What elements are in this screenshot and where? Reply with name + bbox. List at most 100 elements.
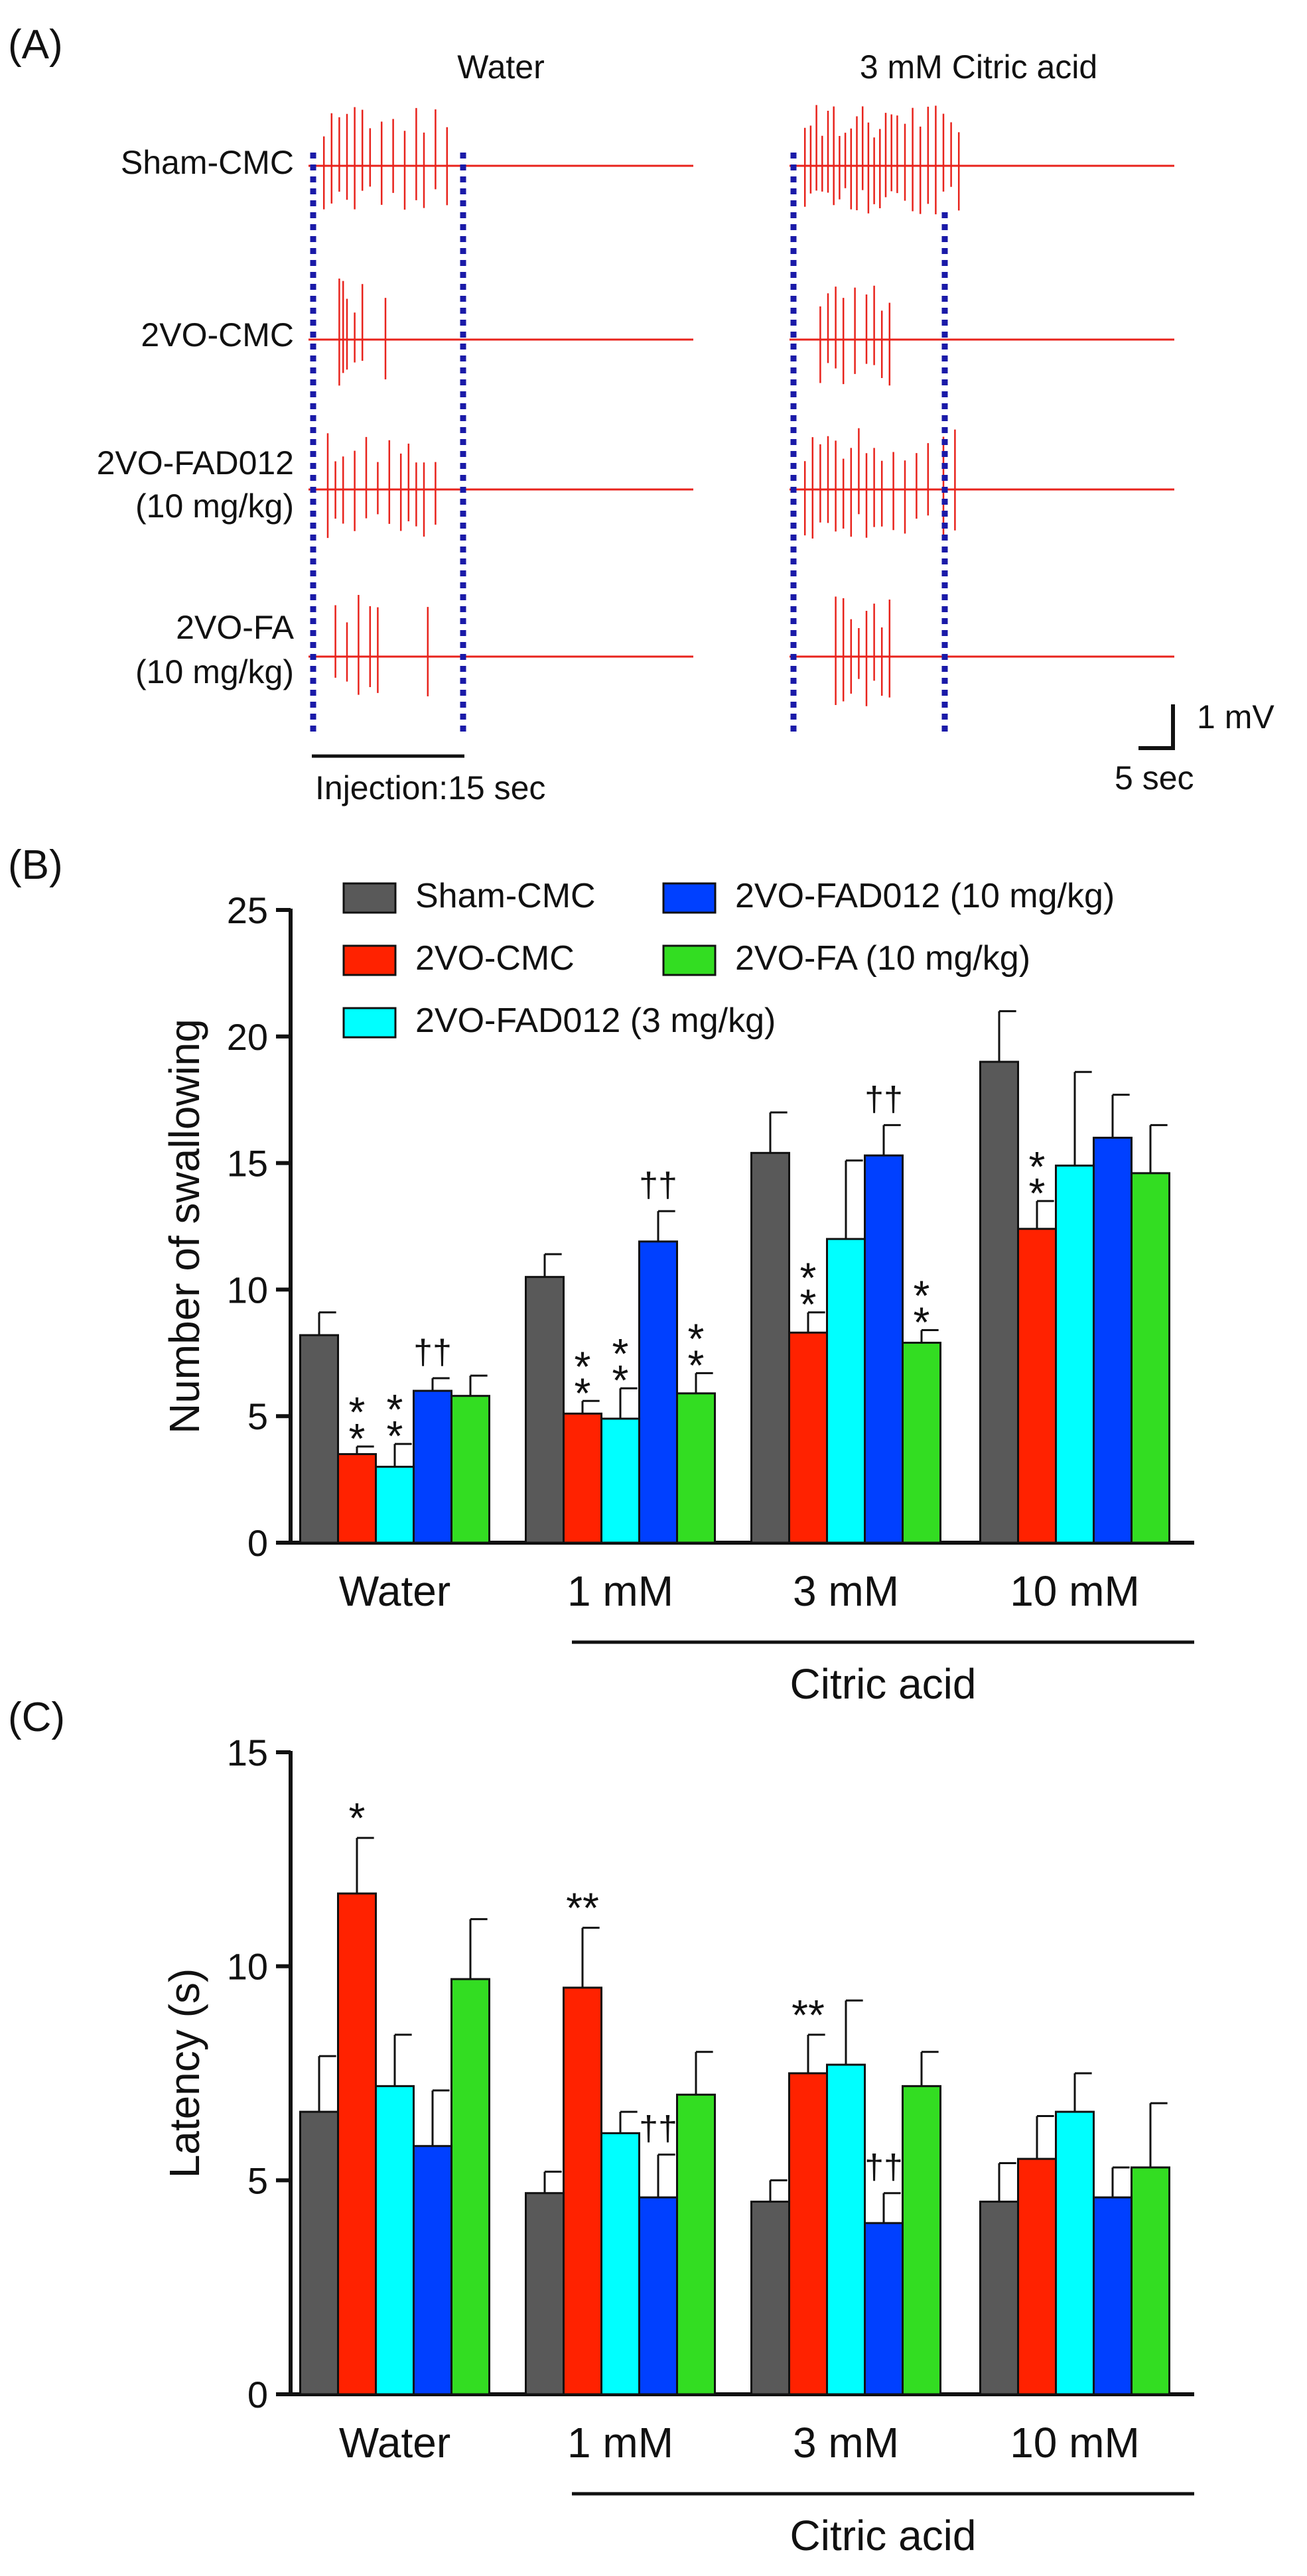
significance-marker: * (387, 1385, 403, 1433)
bar (979, 2201, 1019, 2396)
bar (826, 1238, 866, 1544)
legend-swatch (342, 882, 397, 914)
legend-swatch (662, 944, 717, 976)
scale-voltage-label: 1 mV (1197, 698, 1274, 736)
emg-trace (309, 594, 693, 696)
trace-label-2vo-cmc: 2VO-CMC (141, 316, 294, 354)
bar (413, 1389, 452, 1544)
bar (788, 1331, 828, 1544)
y-tick-label: 0 (247, 1522, 268, 1564)
bar (1131, 2166, 1170, 2396)
emg-trace (309, 278, 693, 386)
panel-c: (C) 0 5 10 15 Latency (s) Water 1 mM 3 mM 10 mM C… (8, 1695, 1194, 2559)
legend-label: 2VO-CMC (415, 939, 575, 978)
bar (676, 1392, 716, 1544)
bar (788, 2072, 828, 2396)
bar (450, 1395, 490, 1544)
trace-label-2vo-fad012: 2VO-FAD012 (97, 444, 294, 482)
emg-traces (309, 105, 1174, 706)
significance-marker: †† (413, 1333, 452, 1372)
bar (375, 1466, 415, 1544)
bar (902, 2085, 941, 2396)
legend-swatch (662, 882, 717, 914)
bar (864, 1154, 904, 1544)
y-tick-label: 25 (227, 889, 268, 931)
significance-marker: * (349, 1388, 366, 1436)
significance-marker: * (1029, 1169, 1046, 1217)
x-tick-label: Water (339, 1567, 450, 1615)
bar (902, 1342, 941, 1544)
y-axis-title: Latency (s) (161, 1968, 208, 2179)
significance-marker: ** (566, 1884, 599, 1932)
bar (525, 1275, 565, 1544)
legend-label: 2VO-FAD012 (3 mg/kg) (415, 1001, 776, 1040)
legend-label: 2VO-FA (10 mg/kg) (735, 939, 1030, 978)
significance-marker: * (914, 1298, 930, 1346)
emg-trace (790, 105, 1174, 215)
legend-label: Sham-CMC (415, 877, 596, 915)
significance-marker: †† (864, 1080, 903, 1118)
significance-marker: * (800, 1281, 817, 1328)
x-tick-label: 1 mM (567, 1567, 673, 1615)
significance-marker: * (349, 1794, 366, 1842)
x-tick-label: 1 mM (567, 2419, 673, 2467)
y-tick-label: 15 (227, 1143, 268, 1185)
legend-swatch (342, 1007, 397, 1039)
group-label: Citric acid (790, 1660, 977, 1708)
bar (1055, 2110, 1095, 2396)
significance-marker: * (349, 1415, 366, 1462)
scale-time-label: 5 sec (1115, 759, 1194, 797)
significance-marker: †† (864, 2148, 903, 2187)
legend-swatch (342, 944, 397, 976)
significance-marker: * (800, 1254, 817, 1302)
trace-label-2vo-fa: 2VO-FA (176, 609, 294, 646)
group-label: Citric acid (790, 2512, 977, 2559)
trace-label-sham-cmc: Sham-CMC (121, 144, 294, 181)
significance-marker: * (612, 1356, 629, 1404)
y-axis-title: Number of swallowing (161, 1019, 208, 1434)
significance-marker: * (575, 1342, 591, 1390)
bar (1093, 1136, 1133, 1544)
bar (299, 1334, 339, 1544)
bar (337, 1892, 377, 2396)
significance-marker: * (612, 1330, 629, 1378)
emg-trace (309, 107, 693, 210)
bar (1131, 1172, 1170, 1544)
emg-trace (790, 285, 1174, 386)
bar (600, 2132, 640, 2396)
legend-label: 2VO-FAD012 (10 mg/kg) (735, 877, 1115, 915)
x-tick-label: Water (339, 2419, 450, 2467)
bar (750, 1151, 790, 1544)
panel-c-label: (C) (8, 1695, 65, 1740)
y-tick-label: 5 (247, 1395, 268, 1437)
significance-marker: †† (639, 1166, 677, 1204)
significance-marker: * (688, 1341, 705, 1389)
y-tick-label: 15 (227, 1732, 268, 1773)
emg-trace (309, 433, 693, 539)
significance-marker: * (387, 1412, 403, 1460)
bar (676, 2093, 716, 2396)
swallowing-chart: 0 5 10 15 20 25 Number of swallowing Water 1 mM 3… (161, 877, 1194, 1708)
y-tick-label: 20 (227, 1016, 268, 1058)
panel-b-label: (B) (8, 842, 63, 888)
significance-marker: †† (639, 2110, 677, 2148)
panel-b: (B) 0 5 10 15 20 25 Number of swallowing Water 1… (8, 842, 1194, 1708)
bar (826, 2063, 866, 2396)
bar (563, 1986, 602, 2396)
bar (638, 1240, 678, 1544)
bar (337, 1452, 377, 1544)
x-tick-label: 10 mM (1010, 1567, 1140, 1615)
panel-a: (A) Water 3 mM Citric acid Sham-CMC 2VO-… (8, 22, 1274, 806)
bar (1093, 2196, 1133, 2396)
significance-marker: * (688, 1315, 705, 1362)
bar (750, 2201, 790, 2396)
bar (638, 2196, 678, 2396)
significance-marker: * (1029, 1143, 1046, 1191)
y-tick-label: 10 (227, 1946, 268, 1988)
bar (299, 2110, 339, 2396)
panel-a-label: (A) (8, 22, 63, 68)
significance-marker: * (575, 1369, 591, 1417)
emg-trace (790, 596, 1174, 706)
y-tick-label: 10 (227, 1269, 268, 1311)
